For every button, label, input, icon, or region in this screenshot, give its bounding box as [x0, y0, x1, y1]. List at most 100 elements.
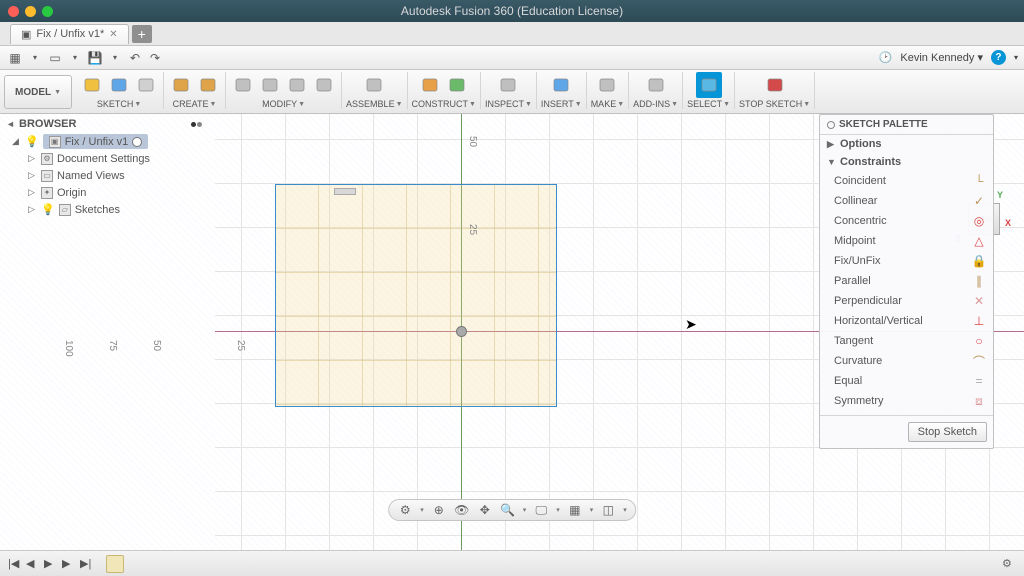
nav-settings-icon[interactable]: ⚙	[397, 502, 413, 518]
help-button[interactable]: ?	[991, 50, 1006, 65]
constraint-tangent[interactable]: Tangent○	[820, 331, 993, 351]
close-tab-icon[interactable]: ✕	[109, 29, 117, 40]
constraint-fix-unfix[interactable]: Fix/UnFix🔒	[820, 251, 993, 271]
ribbon-icon[interactable]	[230, 72, 256, 98]
navigation-toolbar: ⚙▾ ⊕ 👁 ✥ 🔍▾ 🖵▾ ▦▾ ◫▾	[388, 499, 636, 521]
browser-item-origin[interactable]: ▷✦Origin	[6, 184, 209, 201]
document-tab[interactable]: ▣ Fix / Unfix v1* ✕	[10, 24, 129, 44]
ribbon-group-select[interactable]: SELECT ▼	[683, 72, 735, 109]
node-icon: ▭	[41, 170, 53, 182]
ribbon-label: CREATE ▼	[173, 99, 217, 109]
ribbon-icon[interactable]	[643, 72, 669, 98]
ribbon-icon[interactable]	[548, 72, 574, 98]
ribbon-group-construct[interactable]: CONSTRUCT ▼	[408, 72, 481, 109]
document-tabbar: ▣ Fix / Unfix v1* ✕ +	[0, 22, 1024, 46]
ribbon-icon[interactable]	[762, 72, 788, 98]
close-window-button[interactable]	[8, 6, 19, 17]
timeline-settings-icon[interactable]: ⚙	[1002, 557, 1016, 570]
username-label[interactable]: Kevin Kennedy ▾	[900, 51, 983, 64]
ribbon-icon[interactable]	[696, 72, 722, 98]
constraint-icon: =	[972, 374, 986, 388]
history-icon[interactable]: 🕑	[879, 51, 893, 64]
qat-caret[interactable]: ▾	[66, 49, 84, 67]
lightbulb-icon[interactable]: 💡	[25, 135, 39, 148]
zoom-icon[interactable]: 🔍	[500, 502, 516, 518]
mouse-cursor-icon: ➤	[685, 316, 697, 333]
add-tab-button[interactable]: +	[132, 25, 152, 43]
orbit-icon[interactable]: ⊕	[431, 502, 447, 518]
display-settings-icon[interactable]: 🖵	[533, 502, 549, 518]
dimension-handle-icon[interactable]	[334, 188, 356, 195]
maximize-window-button[interactable]	[42, 6, 53, 17]
save-button[interactable]: 💾	[86, 49, 104, 67]
ribbon-group-assemble[interactable]: ASSEMBLE ▼	[342, 72, 407, 109]
grid-view-button[interactable]: ▦	[6, 49, 24, 67]
constraint-symmetry[interactable]: Symmetry⧈	[820, 391, 993, 411]
constraint-horizontal-vertical[interactable]: Horizontal/Vertical⊥	[820, 311, 993, 331]
constraint-collinear[interactable]: Collinear✓	[820, 191, 993, 211]
ribbon-group-create[interactable]: CREATE ▼	[164, 72, 226, 109]
ribbon-icon[interactable]	[495, 72, 521, 98]
ribbon-icon[interactable]	[133, 72, 159, 98]
help-caret[interactable]: ▾	[1014, 53, 1018, 62]
ribbon-icon[interactable]	[284, 72, 310, 98]
ribbon-icon[interactable]	[311, 72, 337, 98]
palette-title[interactable]: SKETCH PALETTE	[820, 115, 993, 135]
qat-caret[interactable]: ▾	[26, 49, 44, 67]
pan-icon[interactable]: ✥	[477, 502, 493, 518]
grid-settings-icon[interactable]: ▦	[567, 502, 583, 518]
constraint-curvature[interactable]: Curvature⌒	[820, 351, 993, 371]
constraint-equal[interactable]: Equal=	[820, 371, 993, 391]
sketch-origin-icon[interactable]	[456, 326, 467, 337]
ribbon-group-stop-sketch[interactable]: STOP SKETCH ▼	[735, 72, 815, 109]
undo-button[interactable]: ↶	[126, 49, 144, 67]
redo-button[interactable]: ↷	[146, 49, 164, 67]
palette-section-options[interactable]: ▶Options	[820, 135, 993, 153]
lightbulb-icon[interactable]: 💡	[41, 203, 55, 216]
qat-caret[interactable]: ▾	[106, 49, 124, 67]
ribbon-icon[interactable]	[361, 72, 387, 98]
palette-section-constraints[interactable]: ▼Constraints	[820, 153, 993, 171]
browser-root-node[interactable]: ◢ 💡 ▣ Fix / Unfix v1	[6, 133, 209, 150]
ribbon-icon[interactable]	[106, 72, 132, 98]
ribbon-group-sketch[interactable]: SKETCH ▼	[75, 72, 164, 109]
ribbon-group-make[interactable]: MAKE ▼	[587, 72, 629, 109]
ribbon-group-insert[interactable]: INSERT ▼	[537, 72, 587, 109]
constraint-midpoint[interactable]: Midpoint△	[820, 231, 993, 251]
constraint-label: Curvature	[834, 355, 882, 367]
constraint-coincident[interactable]: Coincident└	[820, 171, 993, 191]
ribbon-label: ADD-INS ▼	[633, 99, 678, 109]
ribbon-label: ASSEMBLE ▼	[346, 99, 402, 109]
ribbon-icon[interactable]	[594, 72, 620, 98]
cube-icon: ▣	[21, 28, 31, 41]
activate-radio[interactable]	[132, 137, 142, 147]
ribbon-label: MAKE ▼	[591, 99, 624, 109]
browser-header[interactable]: ◄ BROWSER	[6, 118, 209, 130]
ribbon-icon[interactable]	[168, 72, 194, 98]
viewport-icon[interactable]: ◫	[600, 502, 616, 518]
browser-item-document-settings[interactable]: ▷⚙Document Settings	[6, 150, 209, 167]
browser-item-label: Named Views	[57, 170, 125, 182]
ribbon-icon[interactable]	[444, 72, 470, 98]
constraint-perpendicular[interactable]: Perpendicular✕	[820, 291, 993, 311]
ribbon-icon[interactable]	[257, 72, 283, 98]
lookat-icon[interactable]: 👁	[454, 502, 470, 518]
ribbon-icon[interactable]	[195, 72, 221, 98]
browser-pin-icon[interactable]	[191, 119, 209, 129]
ribbon-group-add-ins[interactable]: ADD-INS ▼	[629, 72, 683, 109]
file-menu-button[interactable]: ▭	[46, 49, 64, 67]
ribbon-group-modify[interactable]: MODIFY ▼	[226, 72, 342, 109]
ribbon-group-inspect[interactable]: INSPECT ▼	[481, 72, 537, 109]
minimize-window-button[interactable]	[25, 6, 36, 17]
ribbon-toolbar: MODEL▼ SKETCH ▼ CREATE ▼ MODIFY ▼ ASSEMBLE …	[0, 70, 1024, 114]
browser-item-sketches[interactable]: ▷💡▱Sketches	[6, 201, 209, 218]
axis-y-icon: Y	[997, 190, 1003, 200]
stop-sketch-button[interactable]: Stop Sketch	[908, 422, 987, 442]
workspace-model-button[interactable]: MODEL▼	[4, 75, 72, 109]
browser-item-named-views[interactable]: ▷▭Named Views	[6, 167, 209, 184]
sketch-rectangle[interactable]	[275, 184, 557, 407]
ribbon-icon[interactable]	[417, 72, 443, 98]
constraint-parallel[interactable]: Parallel∥	[820, 271, 993, 291]
ribbon-icon[interactable]	[79, 72, 105, 98]
constraint-concentric[interactable]: Concentric◎	[820, 211, 993, 231]
